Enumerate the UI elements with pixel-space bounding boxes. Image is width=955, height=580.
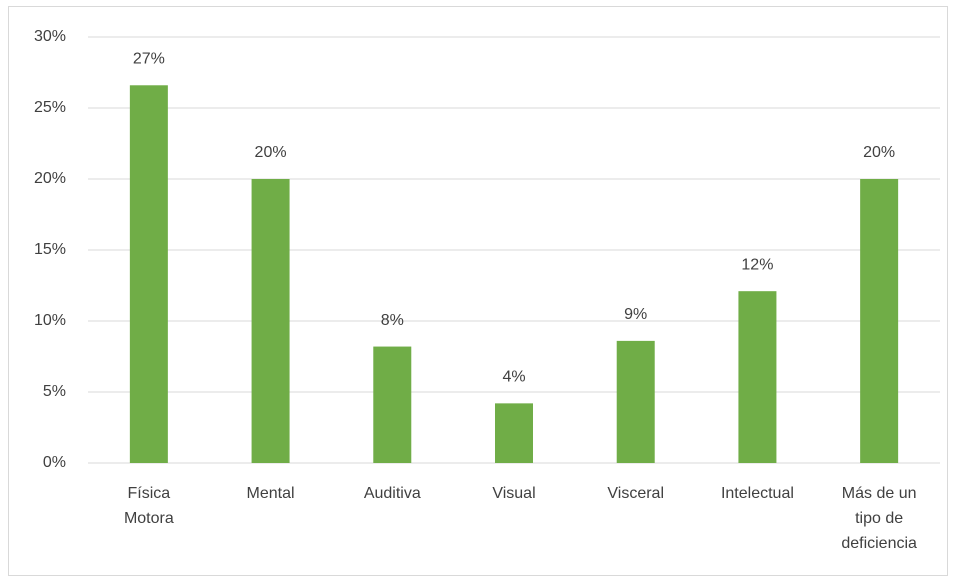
y-tick-label: 20% [34, 170, 66, 187]
chart-frame [8, 6, 948, 576]
y-tick-label: 0% [43, 454, 66, 471]
y-tick-label: 5% [43, 383, 66, 400]
x-tick-label: Física Motora [123, 485, 174, 527]
data-label: 4% [502, 369, 525, 386]
bar [129, 85, 168, 463]
x-tick-label: Más de un tipo de deficiencia [841, 485, 917, 552]
y-tick-label: 10% [34, 312, 66, 329]
bar [860, 179, 899, 463]
x-tick-label: Visual [492, 485, 536, 502]
x-tick-label: Visceral [607, 485, 665, 502]
bar [373, 346, 412, 463]
x-tick-label: Intelectual [720, 485, 794, 502]
data-label: 8% [381, 312, 404, 329]
x-tick-label: Auditiva [363, 485, 421, 502]
bar [251, 179, 290, 463]
data-label: 20% [863, 144, 895, 161]
x-tick-label: Mental [246, 485, 295, 502]
y-tick-label: 15% [34, 241, 66, 258]
data-label: 27% [133, 50, 165, 67]
bar [738, 291, 777, 463]
bar [495, 403, 533, 463]
data-label: 9% [624, 306, 647, 323]
data-label: 12% [741, 256, 773, 273]
bar [616, 340, 655, 463]
y-tick-label: 25% [34, 99, 66, 116]
data-label: 20% [255, 144, 287, 161]
y-tick-label: 30% [34, 28, 66, 45]
